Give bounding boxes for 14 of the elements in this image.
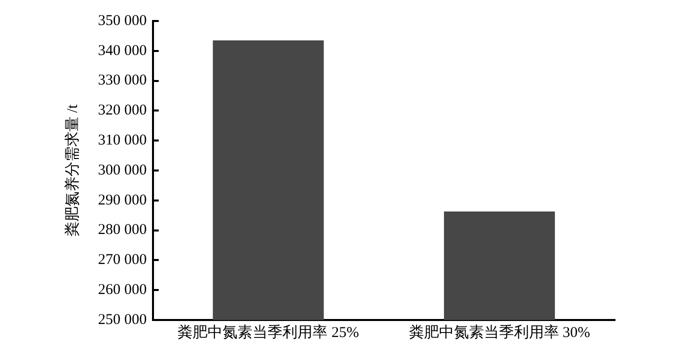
x-tick-label: 粪肥中氮素当季利用率 30% [408, 324, 590, 341]
y-tick-label: 350 000 [98, 12, 147, 29]
y-tick-label: 290 000 [98, 192, 147, 208]
y-tick-label: 340 000 [98, 42, 147, 59]
y-tick-label: 320 000 [98, 102, 147, 119]
y-tick-label: 280 000 [98, 222, 147, 238]
y-tick-label: 270 000 [98, 252, 147, 268]
y-tick-label: 330 000 [98, 72, 147, 89]
y-tick-label: 250 000 [98, 312, 147, 328]
y-tick-label: 310 000 [98, 132, 147, 149]
y-axis-title: 粪肥氮养分需求量 /t [64, 104, 81, 237]
x-tick-label: 粪肥中氮素当季利用率 25% [178, 324, 359, 341]
y-tick-label: 300 000 [98, 162, 147, 178]
y-tick-label: 260 000 [98, 282, 147, 298]
